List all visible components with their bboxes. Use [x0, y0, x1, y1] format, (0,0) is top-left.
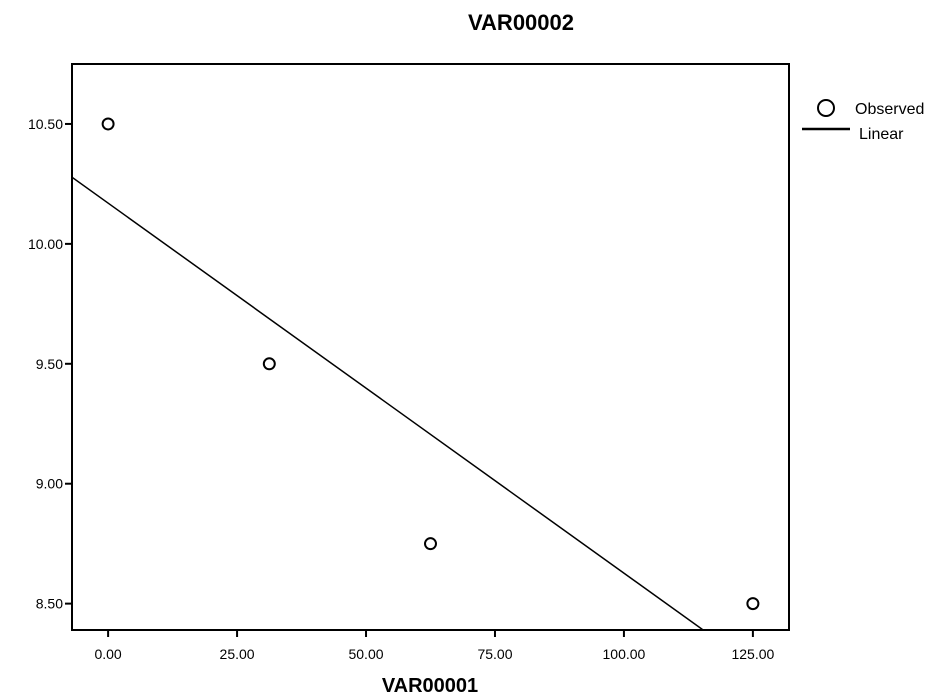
legend: Observed Linear: [802, 99, 924, 143]
y-tick-label: 10.00: [28, 236, 63, 252]
x-tick-label: 25.00: [220, 646, 255, 662]
legend-observed-label: Observed: [855, 101, 924, 118]
observed-point: [746, 597, 760, 611]
observed-point: [101, 117, 115, 131]
legend-linear-label: Linear: [859, 126, 904, 143]
y-tick-label: 8.50: [36, 596, 63, 612]
chart-title: VAR00002: [468, 10, 574, 35]
x-tick-label: 0.00: [94, 646, 121, 662]
y-axis: 8.50 9.00 9.50 10.00 10.50: [28, 116, 72, 612]
y-tick-label: 9.00: [36, 476, 63, 492]
observed-point: [424, 537, 437, 551]
x-tick-label: 75.00: [477, 646, 512, 662]
x-tick-label: 125.00: [731, 646, 774, 662]
fit-line-layer: [72, 176, 705, 630]
y-tick-label: 9.50: [36, 356, 63, 372]
legend-observed-marker: [817, 99, 835, 117]
observed-points-layer: [101, 117, 760, 611]
x-axis-label: VAR00001: [382, 675, 478, 696]
x-axis: 0.00 25.00 50.00 75.00 100.00 125.00: [94, 630, 775, 662]
observed-point: [262, 357, 276, 371]
y-tick-label: 10.50: [28, 116, 63, 132]
x-tick-label: 100.00: [603, 646, 646, 662]
linear-fit-line: [72, 176, 705, 630]
x-tick-label: 50.00: [348, 646, 383, 662]
plot-frame: [71, 63, 790, 631]
